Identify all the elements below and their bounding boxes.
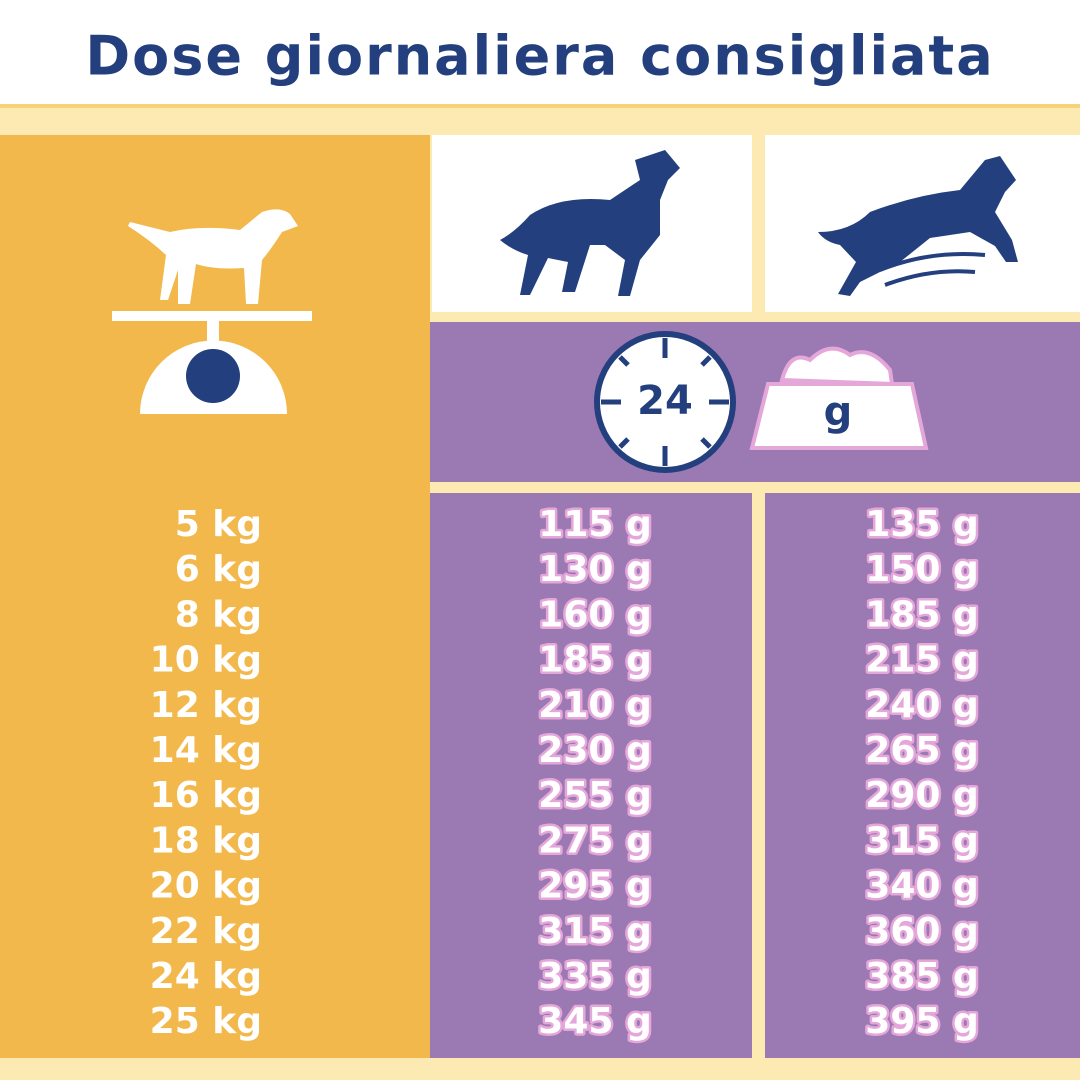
weight: 5 kg [175, 504, 262, 545]
dose-active: 185 g [538, 640, 651, 681]
dose-very-active: 360 g [865, 911, 978, 952]
weight: 25 kg [150, 1001, 262, 1042]
dose-very-active: 150 g [865, 549, 978, 590]
weight: 22 kg [150, 911, 262, 952]
weight: 8 kg [175, 594, 262, 635]
column-2 [765, 493, 1080, 1058]
bowl [749, 382, 929, 450]
dose-active: 230 g [538, 730, 651, 771]
weight-panel [0, 135, 430, 1058]
dose-very-active: 240 g [865, 685, 978, 726]
bowl-icon: g [749, 346, 929, 450]
dose-active: 115 g [538, 504, 651, 545]
title: Dose giornaliera consigliata [85, 25, 994, 88]
weight: 24 kg [150, 956, 262, 997]
weight: 6 kg [175, 549, 262, 590]
clock-ticks [601, 338, 729, 466]
weight: 20 kg [150, 866, 262, 907]
dog-running [818, 156, 1018, 296]
clock-icon: 24 [594, 331, 736, 473]
dose-very-active: 265 g [865, 730, 978, 771]
dose-active: 130 g [538, 549, 651, 590]
purple-header [430, 322, 1080, 482]
dose-very-active: 385 g [865, 956, 978, 997]
dose-active: 255 g [538, 775, 651, 816]
dose-very-active: 395 g [865, 1001, 978, 1042]
clock-face [594, 331, 736, 473]
dose-active: 345 g [538, 1001, 651, 1042]
clock-label: 24 [637, 378, 693, 424]
motion-lines [879, 252, 986, 287]
header-band [0, 0, 1080, 104]
bowl-label: g [824, 389, 853, 435]
column-1 [430, 493, 752, 1058]
dose-active: 275 g [538, 820, 651, 861]
scale-icon [112, 209, 312, 414]
weight: 18 kg [150, 820, 262, 861]
dog-on-scale [128, 209, 298, 304]
weight: 16 kg [150, 775, 262, 816]
dose-very-active: 185 g [865, 594, 978, 635]
bowl-food [779, 346, 895, 387]
dose-very-active: 290 g [865, 775, 978, 816]
dose-active: 315 g [538, 911, 651, 952]
dose-very-active: 340 g [865, 866, 978, 907]
scale-dial [186, 349, 240, 403]
table: 5 kg 115 g 135 g 6 kg 130 g 150 g 8 kg 160 g 185… [150, 502, 982, 1045]
dose-very-active: 315 g [865, 820, 978, 861]
dose-very-active: 215 g [865, 640, 978, 681]
weight: 10 kg [150, 640, 262, 681]
header-rule [0, 104, 1080, 108]
scale-stem [207, 320, 219, 342]
dose-active: 210 g [538, 685, 651, 726]
dose-active: 160 g [538, 594, 651, 635]
dose-active: 335 g [538, 956, 651, 997]
scale-plank [112, 311, 312, 321]
weight: 12 kg [150, 685, 262, 726]
dose-active: 295 g [538, 866, 651, 907]
weight: 14 kg [150, 730, 262, 771]
dog-walking [500, 150, 680, 296]
dose-very-active: 135 g [865, 504, 978, 545]
